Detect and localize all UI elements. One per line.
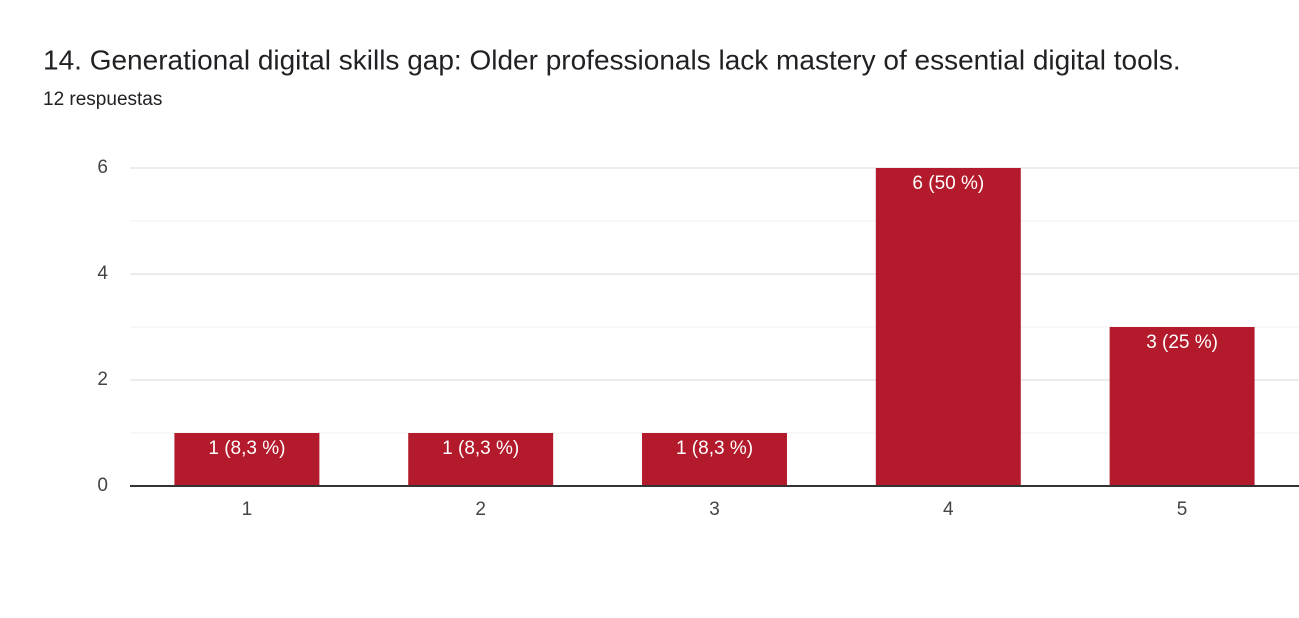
- bar: [642, 433, 787, 486]
- bar: [875, 168, 1021, 486]
- bar: [1109, 327, 1255, 486]
- y-tick-label: 6: [97, 157, 108, 178]
- x-tick-label: 5: [1177, 499, 1188, 520]
- value-label: 1 (8,3 %): [208, 438, 285, 459]
- bar: [174, 433, 320, 486]
- value-label: 1 (8,3 %): [676, 438, 753, 459]
- value-label: 6 (50 %): [912, 173, 984, 194]
- value-label: 3 (25 %): [1146, 332, 1218, 353]
- x-tick-label: 3: [709, 499, 720, 520]
- x-tick-label: 1: [242, 499, 253, 520]
- y-tick-label: 2: [97, 369, 108, 390]
- chart-subtitle: 12 respuestas: [43, 89, 162, 110]
- value-label: 1 (8,3 %): [442, 438, 519, 459]
- bar: [408, 433, 554, 486]
- x-tick-label: 4: [943, 499, 954, 520]
- chart-title: 14. Generational digital skills gap: Old…: [43, 44, 1181, 75]
- y-tick-label: 4: [97, 263, 108, 284]
- x-tick-label: 2: [475, 499, 486, 520]
- y-tick-label: 0: [97, 475, 108, 496]
